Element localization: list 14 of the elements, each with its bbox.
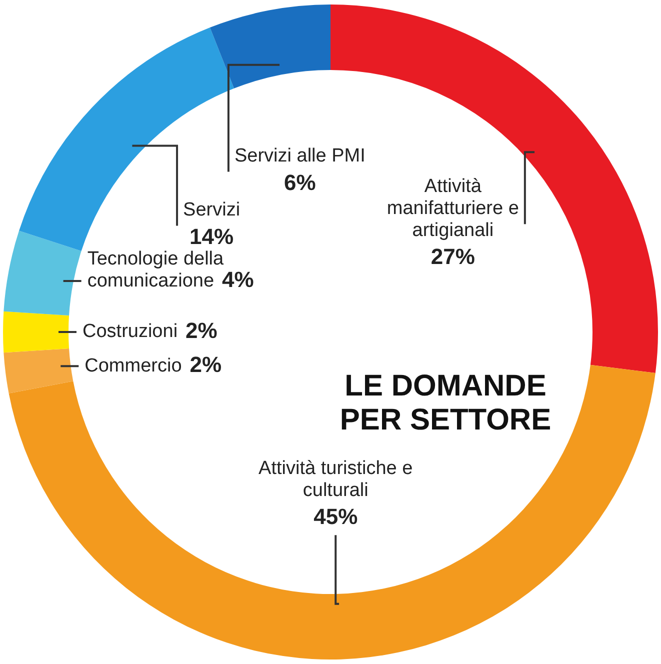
data-label: 2% — [186, 318, 218, 344]
data-label: 14% — [190, 224, 234, 249]
text: LE DOMANDE PER SETTORE — [340, 369, 552, 436]
slice-label: Commercio — [84, 355, 182, 376]
data-label: 45% — [314, 504, 358, 530]
data-label: 2% — [190, 352, 222, 378]
data-label: 6% — [284, 170, 316, 195]
slice-label: Attività turistiche e culturali — [258, 458, 413, 501]
data-label: 4% — [222, 267, 254, 292]
slice-label: Servizi — [183, 199, 240, 220]
data-label: 27% — [430, 244, 475, 270]
slice-label: Attività manifatturiere e artigianali — [386, 176, 519, 241]
slice-label: Servizi alle PMI — [234, 145, 366, 166]
slice-label: Costruzioni — [82, 321, 178, 342]
